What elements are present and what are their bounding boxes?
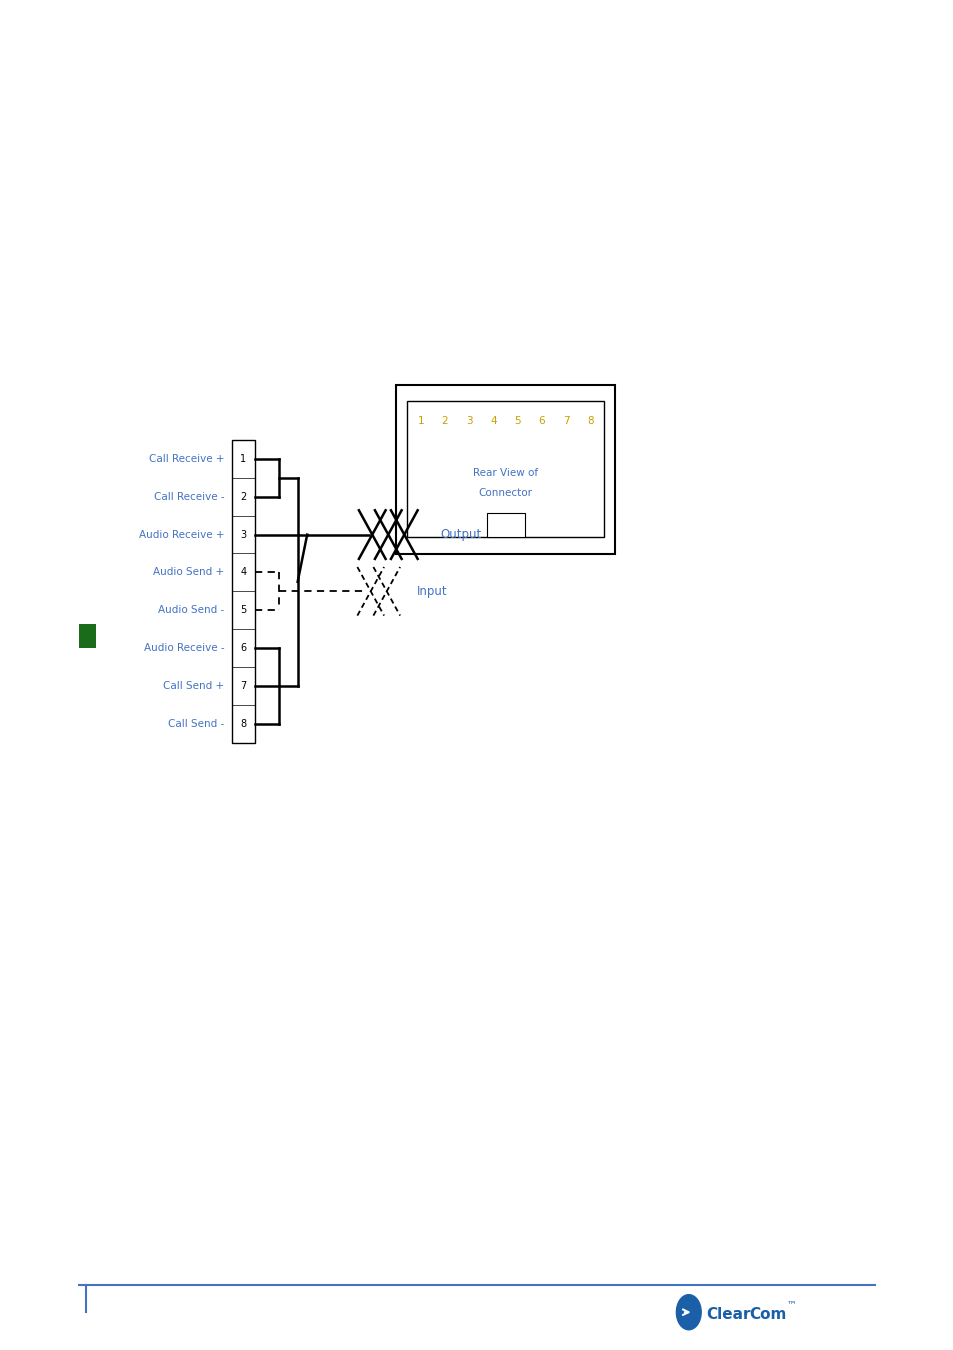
Text: 6: 6 (240, 643, 246, 653)
Text: Output: Output (440, 528, 481, 541)
Text: 2: 2 (240, 491, 246, 502)
Bar (395, 385, 615, 554)
Text: Input: Input (416, 585, 447, 598)
Bar (407, 401, 603, 537)
Text: Audio Send -: Audio Send - (158, 605, 224, 616)
Text: ™: ™ (786, 1299, 796, 1310)
Bar (79, 624, 96, 648)
Text: 7: 7 (240, 680, 246, 691)
Text: 4: 4 (490, 416, 497, 427)
Text: 1: 1 (240, 454, 246, 464)
Text: 1: 1 (417, 416, 423, 427)
Text: 7: 7 (562, 416, 569, 427)
Text: 8: 8 (587, 416, 593, 427)
Text: 4: 4 (240, 567, 246, 578)
Text: Connector: Connector (478, 489, 532, 498)
Text: 3: 3 (240, 529, 246, 540)
Text: Audio Send +: Audio Send + (152, 567, 224, 578)
Text: ·: · (741, 1307, 747, 1323)
Text: Call Send -: Call Send - (168, 718, 224, 729)
Text: Audio Receive -: Audio Receive - (143, 643, 224, 653)
Text: Com: Com (748, 1307, 785, 1323)
Bar (232, 440, 254, 742)
Text: 5: 5 (240, 605, 246, 616)
Text: Call Receive -: Call Receive - (153, 491, 224, 502)
Text: Clear: Clear (705, 1307, 750, 1323)
Text: 5: 5 (514, 416, 520, 427)
Text: 8: 8 (240, 718, 246, 729)
Text: 6: 6 (538, 416, 545, 427)
Text: Call Send +: Call Send + (163, 680, 224, 691)
Text: 2: 2 (441, 416, 448, 427)
Text: 3: 3 (465, 416, 472, 427)
Text: Call Receive +: Call Receive + (149, 454, 224, 464)
Text: Audio Receive +: Audio Receive + (138, 529, 224, 540)
Text: Rear View of: Rear View of (473, 468, 537, 478)
Bar (486, 513, 524, 537)
Circle shape (676, 1295, 700, 1330)
